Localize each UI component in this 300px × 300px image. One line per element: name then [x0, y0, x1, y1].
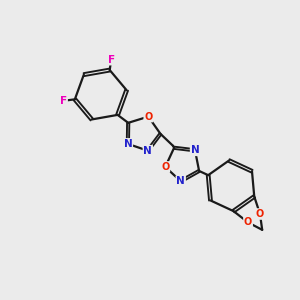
Text: N: N: [190, 145, 200, 155]
Text: N: N: [143, 146, 152, 156]
Text: O: O: [144, 112, 152, 122]
Text: N: N: [124, 139, 132, 149]
Text: O: O: [161, 162, 170, 172]
Text: N: N: [176, 176, 185, 186]
Text: O: O: [244, 218, 252, 227]
Text: O: O: [256, 209, 264, 219]
Text: F: F: [108, 55, 115, 64]
Text: F: F: [60, 96, 67, 106]
